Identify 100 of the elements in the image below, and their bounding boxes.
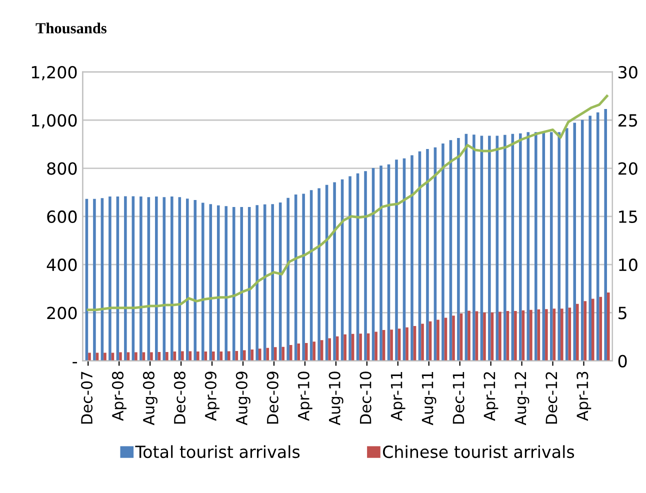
bar (580, 120, 584, 361)
bar (472, 134, 476, 361)
x-tick-label: Aug-09 (236, 372, 250, 426)
bar (134, 352, 138, 361)
bar (289, 344, 292, 361)
bar (155, 196, 158, 361)
bar (209, 204, 212, 361)
y-tick-label: 1,200 (32, 66, 77, 80)
bar (426, 149, 429, 361)
bar (542, 132, 546, 361)
bar (232, 207, 236, 361)
bar (140, 196, 142, 361)
bar (436, 320, 440, 361)
bar (286, 198, 290, 361)
y2-tick-label: 25 (618, 114, 638, 127)
bar (576, 304, 579, 361)
bar (498, 312, 502, 361)
bar (212, 351, 215, 361)
x-tick-label: Aug-11 (422, 372, 436, 426)
bar (530, 310, 532, 361)
bar (104, 352, 106, 361)
bar (88, 352, 91, 361)
chart-title: Thousands (36, 22, 106, 34)
bar (201, 202, 204, 361)
bar (250, 350, 254, 361)
bar (228, 351, 230, 361)
bar (545, 309, 548, 361)
bar (297, 344, 300, 361)
y-tick-label: 200 (47, 306, 77, 320)
x-tick-label: Apr-11 (390, 372, 406, 421)
bar (108, 196, 112, 361)
y2-tick-label: 10 (619, 258, 638, 272)
y2-tick-label: 15 (619, 210, 638, 223)
bar (514, 311, 517, 361)
bar (359, 334, 362, 361)
bar (588, 116, 592, 361)
x-tick-label: Dec-10 (360, 372, 372, 424)
bar (604, 109, 607, 361)
bar (170, 196, 174, 361)
x-tick-label: Dec-07 (80, 372, 93, 424)
bar (93, 198, 96, 361)
y-tick-label: 800 (47, 162, 77, 175)
bar (504, 134, 506, 361)
bar (240, 207, 243, 361)
bar (442, 143, 444, 361)
bar (266, 348, 270, 361)
bar (282, 346, 285, 361)
bar (194, 200, 197, 361)
y-tick-label: 400 (46, 258, 77, 272)
bar (348, 176, 352, 361)
bar (534, 132, 538, 361)
x-tick-label: Dec-11 (452, 372, 464, 424)
bar (318, 188, 320, 361)
bar (592, 298, 594, 361)
x-tick-label: Apr-09 (204, 372, 220, 421)
y-tick-label: 1,000 (32, 114, 77, 128)
bar (452, 316, 455, 361)
bar (550, 132, 553, 361)
bar (312, 342, 316, 361)
legend-label: Chinese tourist arrivals (382, 445, 574, 458)
line-series (86, 94, 608, 312)
bar (406, 327, 408, 361)
y-tick-label: 600 (47, 210, 77, 223)
x-tick-label: Dec-12 (546, 372, 558, 424)
bar (410, 155, 414, 361)
bar (488, 136, 491, 361)
y2-tick-label: 0 (618, 354, 627, 368)
bar (274, 347, 277, 361)
bar (124, 196, 127, 361)
bar (565, 128, 568, 361)
x-tick-label: Apr-12 (484, 372, 498, 421)
bar (483, 312, 486, 361)
x-tick-label: Dec-08 (174, 372, 186, 424)
bar (181, 351, 184, 361)
bar (333, 182, 336, 361)
bar (256, 205, 258, 361)
bar (374, 332, 378, 361)
bar (224, 206, 228, 361)
y-tick-label: - (72, 362, 78, 364)
y2-tick-label: 30 (618, 66, 638, 79)
bar (344, 334, 346, 361)
legend-label: Total tourist arrivals (135, 445, 300, 458)
bar (216, 205, 220, 361)
bar (166, 352, 168, 361)
y2-tick-label: 20 (618, 162, 638, 175)
bar (258, 348, 262, 361)
bar (271, 204, 274, 361)
x-tick-label: Aug-12 (514, 372, 530, 426)
bar (421, 324, 424, 361)
bar (599, 296, 602, 361)
bar (119, 352, 122, 361)
x-tick-label: Apr-13 (576, 372, 592, 421)
bar (573, 122, 576, 361)
x-tick-label: Aug-10 (328, 372, 344, 426)
bar (328, 338, 331, 361)
x-tick-label: Aug-08 (142, 372, 158, 426)
bar (560, 308, 564, 361)
bar (150, 352, 153, 361)
bar (302, 194, 305, 361)
bar (558, 132, 561, 361)
